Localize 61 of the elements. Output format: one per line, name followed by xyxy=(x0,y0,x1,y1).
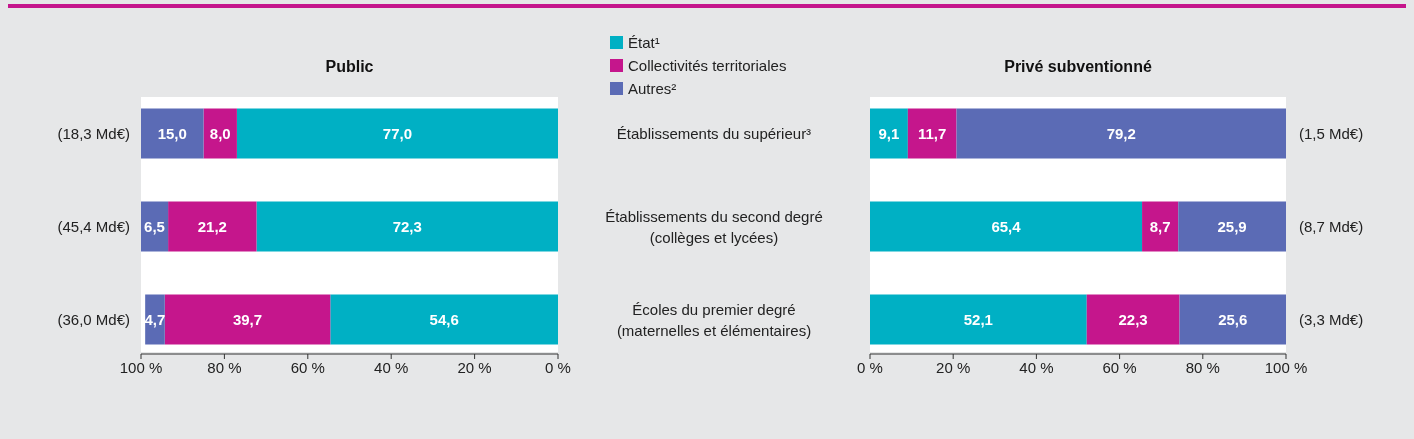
bar xyxy=(141,108,204,159)
data-label: 77,0 xyxy=(382,124,413,142)
bar xyxy=(168,201,257,252)
text: (36,0 Md€) xyxy=(57,310,130,328)
x-tick-label: 80 % xyxy=(1185,359,1220,376)
data-label: 54,6 xyxy=(429,310,459,328)
y-tick-label: Écoles du premier degré (maternelles et élémentaires) xyxy=(616,300,812,339)
bar xyxy=(330,294,558,345)
bar xyxy=(164,294,331,345)
bar xyxy=(1179,294,1286,345)
y-tick-label: Établissements du second degré (collèges et lycées) xyxy=(605,207,823,246)
legend-label: Autres² xyxy=(628,80,677,97)
text: (3,3 Md€) xyxy=(1299,310,1364,328)
data-label: 25,9 xyxy=(1217,217,1247,235)
x-tick-label: 0 % xyxy=(857,359,883,376)
data-label: 15,0 xyxy=(157,124,187,142)
y-tick-label: Établissements du supérieur³ xyxy=(616,124,812,142)
data-label: 39,7 xyxy=(232,310,263,328)
data-label: 4,7 xyxy=(144,310,166,328)
data-label: 21,2 xyxy=(197,217,227,235)
data-label: 11,7 xyxy=(918,124,947,142)
bar xyxy=(1178,201,1286,252)
chart-title: Public xyxy=(325,58,374,75)
data-label: 72,3 xyxy=(392,217,422,235)
bar xyxy=(870,294,1087,345)
data-label: 79,2 xyxy=(1106,124,1136,142)
chart-title: Privé subventionné xyxy=(1004,58,1152,75)
x-tick-label: 60 % xyxy=(1102,359,1137,376)
x-tick-label: 0 % xyxy=(545,359,571,376)
legend-label: État¹ xyxy=(628,34,660,51)
text: (1,5 Md€) xyxy=(1299,124,1364,142)
x-tick-label: 60 % xyxy=(290,359,325,376)
bar xyxy=(1086,294,1180,345)
x-tick-label: 100 % xyxy=(119,359,163,376)
x-tick-label: 80 % xyxy=(207,359,242,376)
data-label: 8,0 xyxy=(209,124,231,142)
bar xyxy=(236,108,558,159)
bar xyxy=(907,108,957,159)
text: (18,3 Md€) xyxy=(57,124,130,142)
data-label: 65,4 xyxy=(991,217,1022,235)
x-tick-label: 100 % xyxy=(1264,359,1308,376)
data-label: 6,5 xyxy=(144,217,165,235)
data-label: 8,7 xyxy=(1149,217,1171,235)
bar xyxy=(145,294,165,345)
bar xyxy=(870,108,908,159)
data-label: 22,3 xyxy=(1118,310,1148,328)
bar xyxy=(203,108,237,159)
x-tick-label: 40 % xyxy=(1019,359,1054,376)
data-label: 52,1 xyxy=(963,310,993,328)
bar xyxy=(1142,201,1179,252)
x-tick-label: 20 % xyxy=(457,359,492,376)
data-label: 9,1 xyxy=(878,124,900,142)
bar xyxy=(256,201,558,252)
bar xyxy=(870,201,1143,252)
data-label: 25,6 xyxy=(1218,310,1248,328)
legend-label: Collectivités territoriales xyxy=(628,57,787,74)
text: (8,7 Md€) xyxy=(1299,217,1364,235)
bar xyxy=(956,108,1286,159)
text: (45,4 Md€) xyxy=(57,217,130,235)
x-tick-label: 40 % xyxy=(374,359,409,376)
x-tick-label: 20 % xyxy=(936,359,971,376)
